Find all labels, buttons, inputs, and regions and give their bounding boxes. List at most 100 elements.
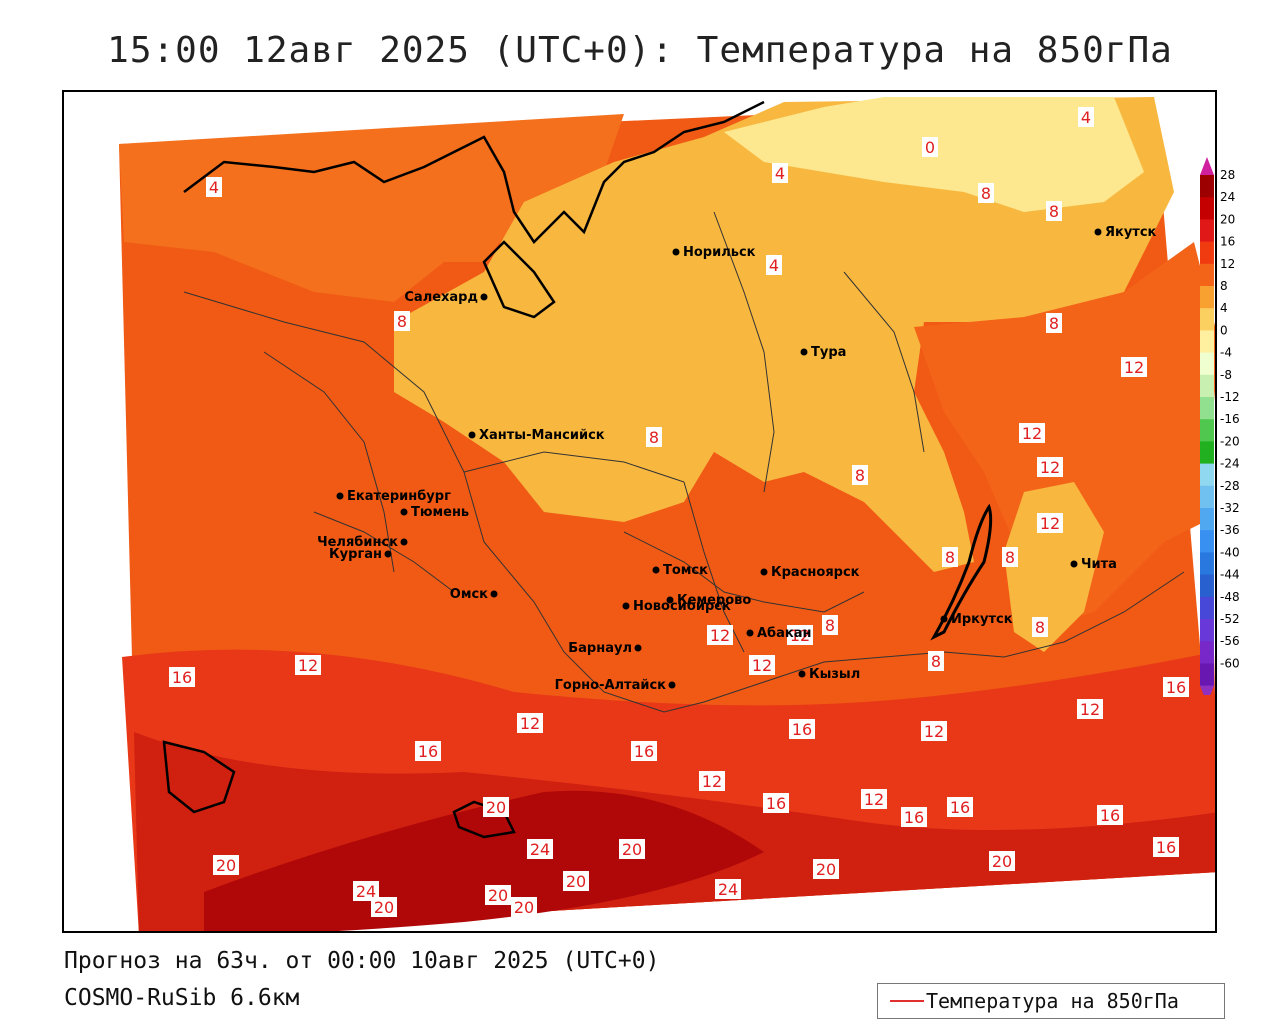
isotherm-label-box — [371, 897, 397, 917]
isotherm-label-box — [989, 851, 1015, 871]
isotherm-label-box — [206, 177, 222, 197]
city-label: Абакан — [757, 626, 812, 641]
city-label: Курган — [329, 547, 382, 562]
isotherm-label-box — [715, 879, 741, 899]
colorbar-tick-label: -4 — [1220, 346, 1232, 360]
isotherm-label: 16 — [1100, 806, 1120, 825]
forecast-info: Прогноз на 63ч. от 00:00 10авг 2025 (UTC… — [64, 948, 660, 974]
colorbar-tick-label: -8 — [1220, 368, 1232, 382]
isotherm-label: 20 — [488, 886, 508, 905]
colorbar-segment — [1200, 619, 1214, 642]
colorbar-segment — [1200, 641, 1214, 664]
colorbar-top-arrow — [1200, 157, 1214, 175]
isotherm-label-box — [353, 881, 379, 901]
isotherm-label: 16 — [904, 808, 924, 827]
city-marker — [666, 596, 674, 604]
temperature-colorbar: 28 24 20 16 12 8 4 0 -4 -8 -12 -16 -20 -24 -28 -32 -36 -4… — [1200, 157, 1240, 695]
colorbar-tick-label: -56 — [1220, 634, 1240, 648]
isotherm-label: 16 — [634, 742, 654, 761]
city-marker — [400, 508, 408, 516]
isotherm-label: 20 — [216, 856, 236, 875]
isotherm-label-box — [947, 797, 973, 817]
isotherm-label-box — [763, 793, 789, 813]
isotherm-label: 16 — [950, 798, 970, 817]
isotherm-label-box — [928, 651, 944, 671]
city-marker — [400, 538, 408, 546]
isotherm-label: 8 — [1035, 618, 1045, 637]
city-label: Норильск — [683, 245, 756, 260]
colorbar-segment — [1200, 286, 1214, 309]
isotherm-label: 16 — [1166, 678, 1186, 697]
city-label: Челябинск — [317, 535, 398, 550]
city-marker — [800, 348, 808, 356]
colorbar-segment — [1200, 485, 1214, 509]
city-marker — [746, 629, 754, 637]
isotherm-label: 8 — [397, 312, 407, 331]
city-marker — [1070, 560, 1078, 568]
isotherm-label-box — [295, 655, 321, 675]
isotherm-label: 20 — [374, 898, 394, 917]
isotherm-label: 8 — [855, 466, 865, 485]
isotherm-label: 20 — [622, 840, 642, 859]
isotherm-label-box — [901, 807, 927, 827]
isotherm-label-box — [749, 655, 775, 675]
city-label: Кызыл — [809, 667, 860, 682]
isotherm-label-box — [852, 465, 868, 485]
isotherm-label: 12 — [1040, 514, 1060, 533]
city-marker — [1094, 228, 1102, 236]
isotherm-label: 8 — [1049, 202, 1059, 221]
colorbar-segment — [1200, 308, 1214, 331]
temperature-map: 4 0 4 8 4 8 8 8 8 8 4 12 12 12 12 8 8 8 8 8 12 12 12 16 16 12 16 12… — [119, 97, 1215, 931]
isotherm-label-box — [1046, 313, 1062, 333]
legend-label: Температура на 850гПа — [926, 989, 1179, 1013]
colorbar-tick-label: 24 — [1220, 190, 1235, 204]
isotherm-label-box — [942, 547, 958, 567]
zone-8-east — [914, 242, 1215, 632]
isotherm-label-box — [1163, 677, 1189, 697]
isotherm-label-box — [563, 871, 589, 891]
isotherm-label: 8 — [981, 184, 991, 203]
colorbar-segment — [1200, 441, 1214, 465]
city-marker — [798, 670, 806, 678]
colorbar-segment — [1200, 552, 1214, 576]
city-marker — [384, 550, 392, 558]
isotherm-label: 8 — [931, 652, 941, 671]
isotherm-label: 16 — [172, 668, 192, 687]
isotherm-label: 12 — [1124, 358, 1144, 377]
city-label: Томск — [663, 563, 708, 578]
isotherm-label-box — [213, 855, 239, 875]
city-label: Екатеринбург — [347, 489, 451, 504]
colorbar-tick-label: 12 — [1220, 257, 1235, 271]
city-label: Тура — [811, 345, 846, 360]
isotherm-label: 4 — [209, 178, 219, 197]
colorbar-tick-label: -24 — [1220, 457, 1240, 471]
isotherm-label-box — [1077, 699, 1103, 719]
colorbar-tick-label: 0 — [1220, 323, 1228, 337]
colorbar-tick-label: -32 — [1220, 501, 1240, 515]
isotherm-label-box — [1037, 513, 1063, 533]
lake-baikal — [930, 503, 993, 641]
colorbar-segment — [1200, 663, 1214, 687]
isotherm-label-box — [646, 427, 662, 447]
colorbar-tick-label: -36 — [1220, 523, 1240, 537]
isotherm-label: 12 — [520, 714, 540, 733]
colorbar-tick-label: -40 — [1220, 545, 1240, 559]
isotherm-label-box — [1078, 107, 1094, 127]
isotherm-label: 12 — [924, 722, 944, 741]
isotherm-label: 12 — [702, 772, 722, 791]
isotherm-label-box — [483, 797, 509, 817]
map-panel[interactable]: 4 0 4 8 4 8 8 8 8 8 4 12 12 12 12 8 8 8 8 8 12 12 12 16 16 12 16 12… — [62, 90, 1217, 933]
colorbar-segment — [1200, 397, 1214, 420]
isotherm-label-box — [922, 137, 938, 157]
map-title: 15:00 12авг 2025 (UTC+0): Температура на… — [107, 30, 1173, 71]
city-label: Чита — [1081, 557, 1117, 572]
isotherm-label: 8 — [945, 548, 955, 567]
city-marker — [940, 615, 948, 623]
colorbar-segment — [1200, 175, 1214, 198]
isotherm-label: 12 — [790, 626, 810, 645]
colorbar-segment — [1200, 374, 1214, 398]
isotherm-label: 12 — [710, 626, 730, 645]
legend: Температура на 850гПа — [877, 983, 1225, 1019]
colorbar-tick-label: 8 — [1220, 279, 1228, 293]
isotherm-label: 12 — [1080, 700, 1100, 719]
